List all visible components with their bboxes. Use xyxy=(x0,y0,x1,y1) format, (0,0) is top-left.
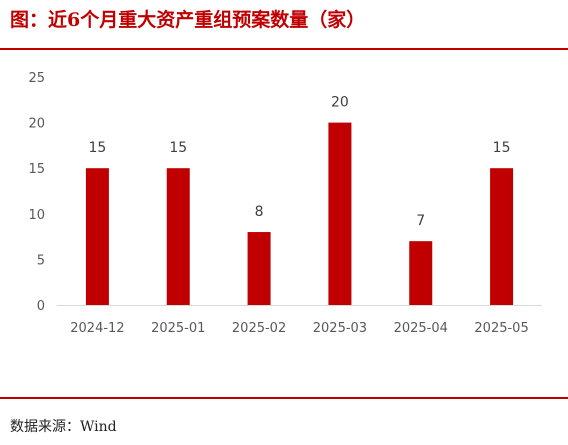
data-label: 15 xyxy=(493,140,511,156)
bar xyxy=(409,241,433,305)
source-divider xyxy=(0,397,568,399)
y-tick-label: 0 xyxy=(37,299,45,314)
y-tick-label: 5 xyxy=(37,253,45,268)
data-label: 8 xyxy=(255,204,264,220)
bar xyxy=(247,232,271,305)
x-tick-label: 2025-04 xyxy=(394,321,448,336)
bar-chart: 0 5 10 15 20 25 15 2024-12 15 2025-01 8 2025-02 20 20… xyxy=(28,71,542,336)
x-tick-label: 2025-01 xyxy=(151,321,205,336)
y-tick-label: 25 xyxy=(28,71,45,86)
y-tick-label: 10 xyxy=(28,208,45,223)
bar xyxy=(490,168,514,305)
data-label: 15 xyxy=(169,140,187,156)
data-label: 7 xyxy=(416,213,425,229)
source-note: 数据来源：Wind xyxy=(10,419,117,435)
x-tick-label: 2025-02 xyxy=(232,321,286,336)
data-label: 20 xyxy=(331,95,349,111)
y-tick-label: 20 xyxy=(28,117,45,132)
bar xyxy=(328,122,352,305)
x-tick-label: 2024-12 xyxy=(70,321,124,336)
y-tick-label: 15 xyxy=(28,162,45,177)
data-label: 15 xyxy=(89,140,107,156)
bar xyxy=(166,168,190,305)
x-tick-label: 2025-03 xyxy=(313,321,367,336)
bar xyxy=(85,168,109,305)
x-tick-label: 2025-05 xyxy=(474,321,528,336)
chart-title: 图：近6个月重大资产重组预案数量（家） xyxy=(10,9,366,31)
title-divider xyxy=(0,48,568,50)
